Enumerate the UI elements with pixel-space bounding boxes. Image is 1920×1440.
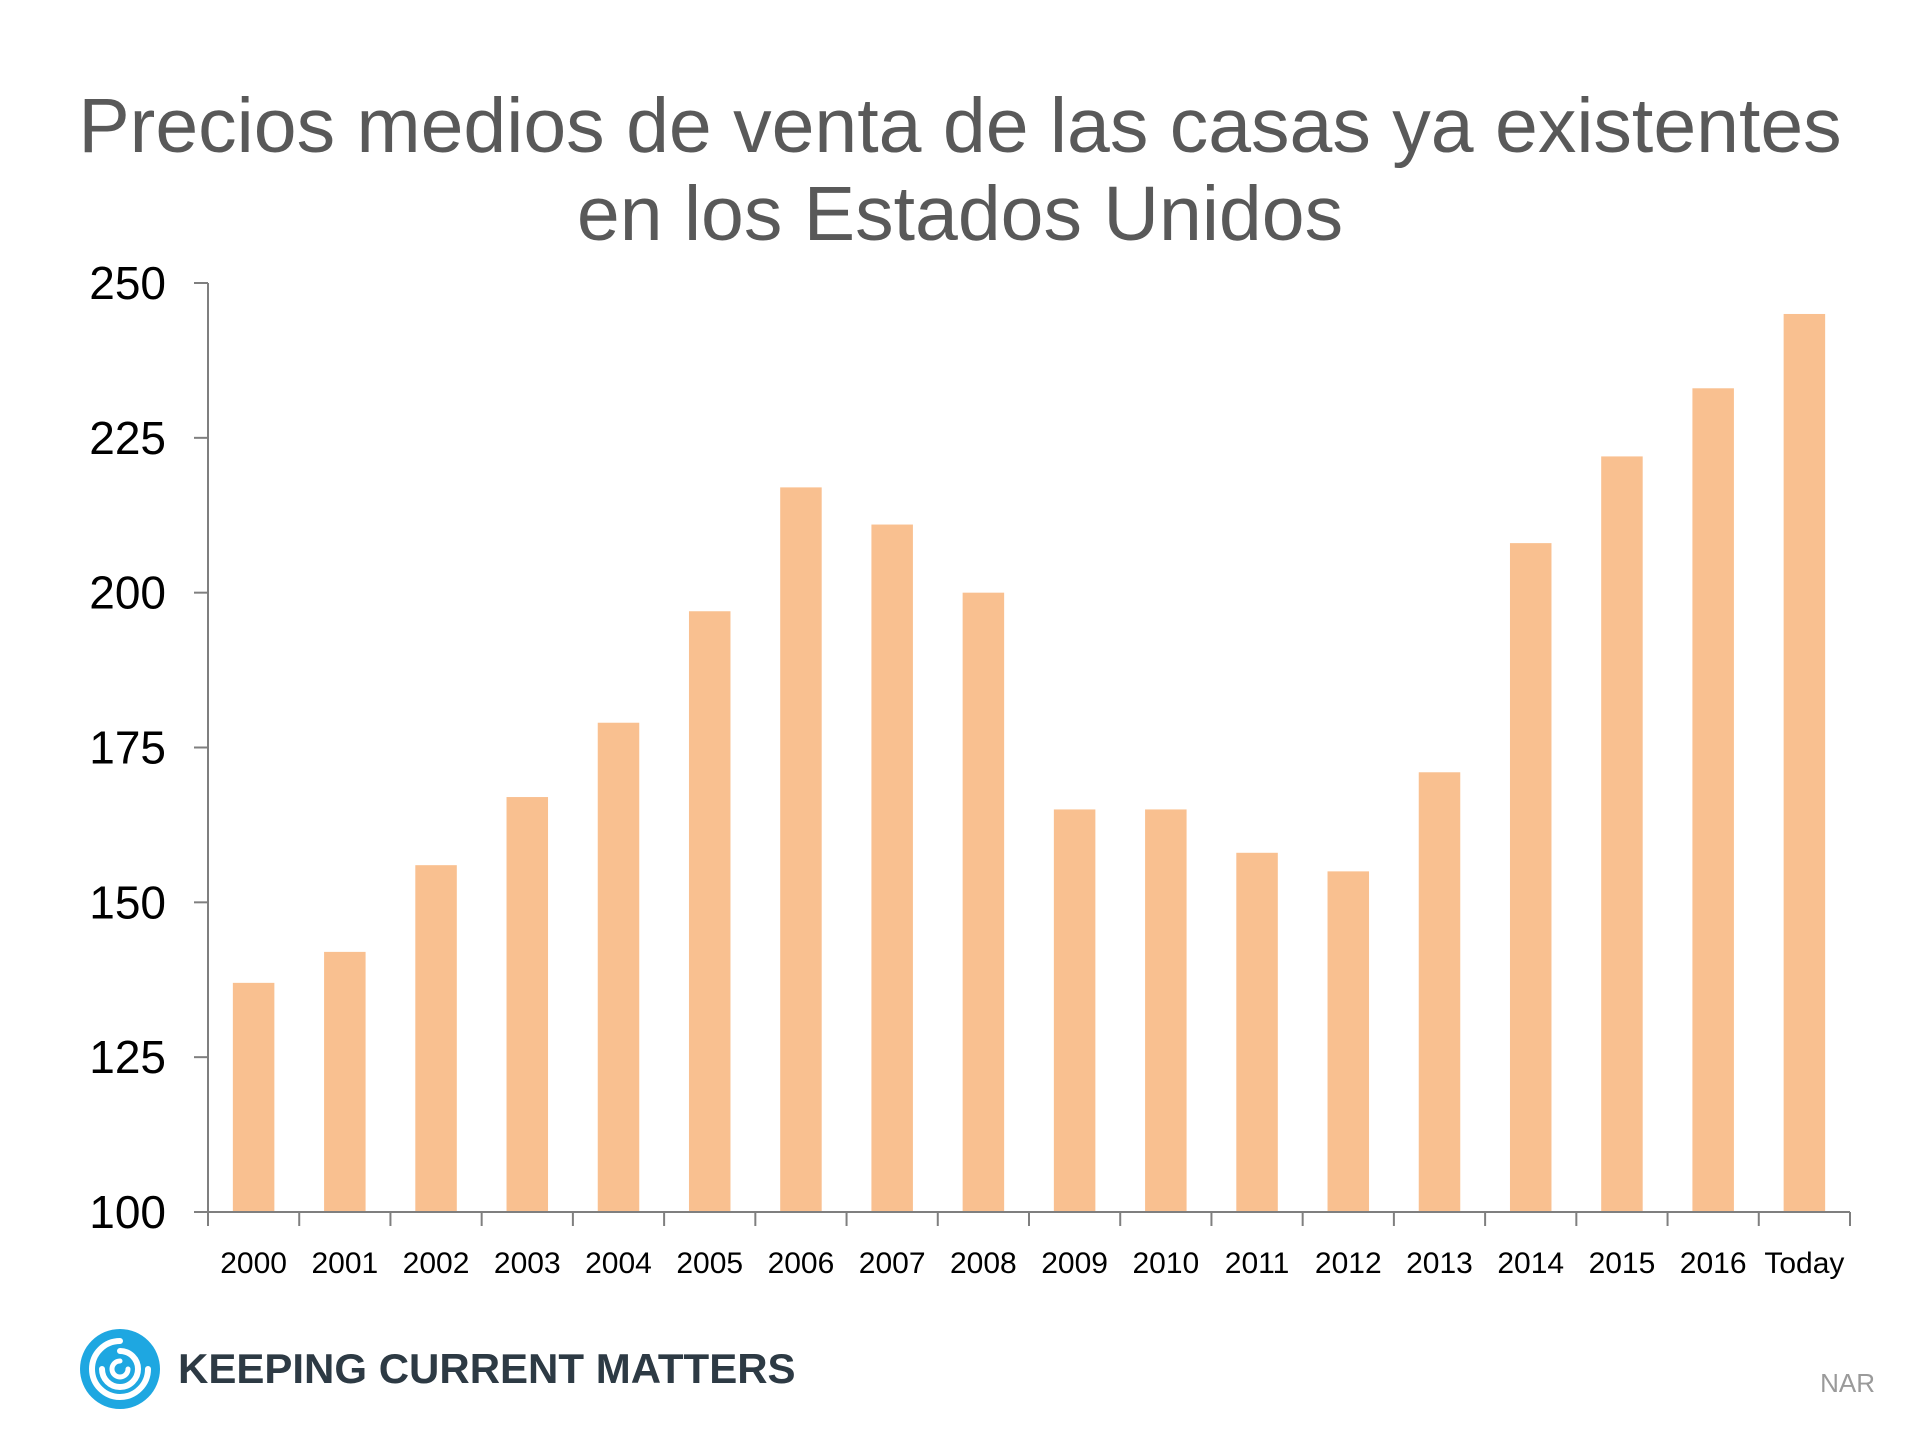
x-tick-label: 2016 [1680,1247,1747,1280]
bar-2014 [1509,543,1552,1212]
x-tick-label: 2002 [403,1247,470,1280]
swirl-logo-icon [80,1329,160,1409]
keeping-current-matters-logo: Keeping Current Matters [78,1327,796,1417]
x-tick-label: 2011 [1225,1247,1290,1280]
x-tick-label: 2009 [1041,1247,1108,1280]
bar-2016 [1692,388,1734,1213]
y-axis: 100 125 150 175 200 225 250 [89,257,209,1238]
bar-2004 [597,722,640,1212]
bar-2009 [1053,809,1096,1212]
source-label: NAR [1820,1368,1875,1398]
bar-2010 [1145,809,1187,1212]
bars [232,313,1826,1213]
bar-2002 [415,865,457,1212]
bar-2003 [506,797,549,1212]
y-tick-label: 150 [89,876,166,928]
x-tick-label: 2007 [859,1247,926,1280]
bar-2012 [1327,871,1370,1212]
x-tick-label: 2005 [676,1247,743,1280]
x-tick-label: 2013 [1406,1247,1473,1280]
x-tick-label: Today [1764,1247,1844,1280]
chart-title-line-2: en los Estados Unidos [576,171,1344,257]
bar-2001 [324,951,366,1212]
bar-2005 [688,611,731,1212]
y-tick-label: 175 [89,722,166,774]
bar-today [1783,313,1826,1212]
x-tick-label: 2004 [585,1247,652,1280]
x-tick-label: 2001 [311,1247,378,1280]
x-tick-label: 2012 [1315,1247,1382,1280]
bar-2007 [871,524,913,1212]
y-tick-label: 125 [89,1031,166,1083]
bar-2000 [232,982,275,1212]
x-tick-label: 2006 [768,1247,835,1280]
x-tick-label: 2014 [1497,1247,1564,1280]
y-tick-label: 200 [89,567,166,619]
x-tick-label: 2008 [950,1247,1017,1280]
bar-2006 [780,487,822,1212]
y-tick-label: 100 [89,1186,166,1238]
bar-2013 [1418,772,1461,1212]
x-tick-label: 2015 [1589,1247,1656,1280]
bar-2015 [1601,456,1643,1212]
x-tick-label: 2000 [220,1247,287,1280]
bar-2008 [962,592,1005,1212]
y-tick-label: 225 [89,412,166,464]
y-tick-label: 250 [89,257,166,309]
x-tick-label: 2003 [494,1247,561,1280]
x-tick-label: 2010 [1132,1247,1199,1280]
bar-2011 [1236,852,1278,1212]
logo-text: Keeping Current Matters [178,1345,796,1392]
chart-title-line-1: Precios medios de venta de las casas ya … [78,83,1842,169]
x-axis: 2000 2001 2002 2003 2004 2005 2006 2007 2008 2009… [207,1211,1851,1280]
